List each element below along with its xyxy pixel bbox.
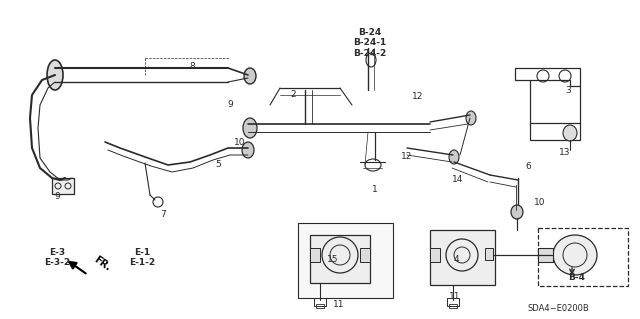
Text: 14: 14: [452, 175, 464, 184]
Text: 5: 5: [215, 160, 221, 169]
Text: 3: 3: [565, 86, 571, 95]
Ellipse shape: [553, 235, 597, 275]
Ellipse shape: [449, 150, 459, 164]
Bar: [298, 223, 393, 298]
Bar: [538, 228, 628, 286]
Bar: [310, 248, 320, 262]
Text: 9: 9: [227, 100, 233, 109]
Text: 6: 6: [525, 162, 531, 171]
Bar: [52, 178, 74, 194]
Text: 11: 11: [333, 300, 344, 309]
Text: 12: 12: [401, 152, 413, 161]
Ellipse shape: [563, 125, 577, 141]
Bar: [430, 230, 495, 285]
Text: 4: 4: [453, 255, 459, 264]
Text: FR.: FR.: [92, 255, 113, 273]
Text: 2: 2: [290, 90, 296, 99]
Text: 13: 13: [559, 148, 571, 157]
Bar: [316, 304, 324, 308]
Bar: [314, 298, 326, 306]
Bar: [538, 248, 553, 262]
Ellipse shape: [243, 118, 257, 138]
Ellipse shape: [244, 68, 256, 84]
Text: 15: 15: [327, 255, 339, 264]
Bar: [430, 248, 440, 262]
Text: 10: 10: [234, 138, 246, 147]
Ellipse shape: [47, 60, 63, 90]
Bar: [485, 248, 493, 260]
Bar: [310, 235, 370, 283]
Text: E-3
E-3-2: E-3 E-3-2: [44, 248, 70, 267]
Bar: [360, 248, 370, 262]
Text: 10: 10: [534, 198, 546, 207]
Bar: [447, 298, 459, 306]
Text: B-4: B-4: [568, 273, 586, 282]
Ellipse shape: [511, 205, 523, 219]
Text: 11: 11: [449, 292, 461, 301]
Text: B-24
B-24-1
B-24-2: B-24 B-24-1 B-24-2: [353, 28, 387, 58]
Ellipse shape: [242, 142, 254, 158]
Text: 8: 8: [189, 62, 195, 71]
Bar: [449, 304, 457, 308]
Text: 1: 1: [372, 185, 378, 194]
Text: SDA4−E0200B: SDA4−E0200B: [527, 304, 589, 313]
Text: E-1
E-1-2: E-1 E-1-2: [129, 248, 155, 267]
Text: 12: 12: [412, 92, 424, 101]
Text: 9: 9: [54, 192, 60, 201]
Ellipse shape: [466, 111, 476, 125]
Text: 7: 7: [160, 210, 166, 219]
